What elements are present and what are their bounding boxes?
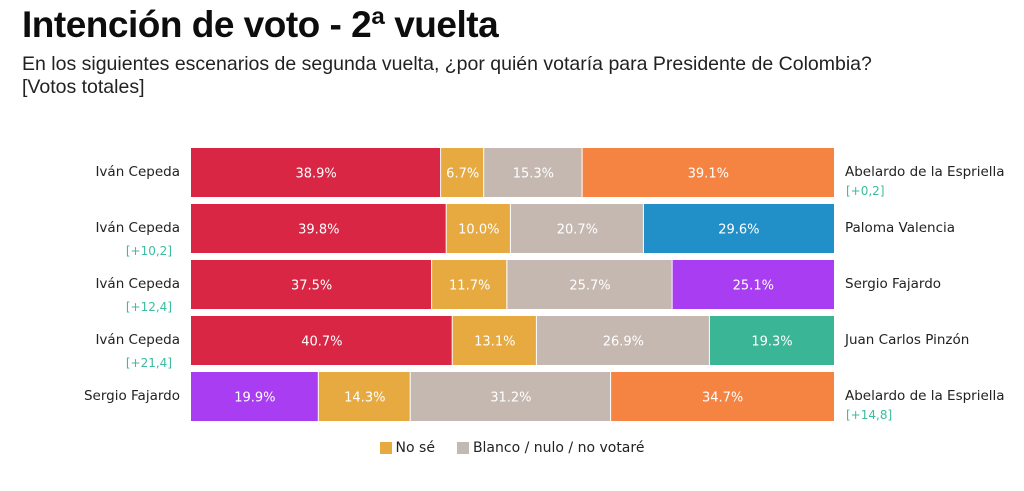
data-label-right-candidate: 19.3% <box>751 335 792 350</box>
left-candidate-name: Iván Cepeda <box>95 332 180 348</box>
data-label-left-candidate: 19.9% <box>234 391 275 406</box>
bar-segment-right-candidate <box>582 148 834 197</box>
bar-segment-right-candidate <box>672 260 834 309</box>
right-candidate-name: Juan Carlos Pinzón <box>844 332 969 348</box>
left-candidate-lead: [+10,2] <box>126 244 172 258</box>
data-label-blanco: 31.2% <box>490 391 531 406</box>
data-label-no-se: 6.7% <box>446 167 479 182</box>
right-candidate-name: Abelardo de la Espriella <box>845 164 1005 180</box>
data-label-blanco: 15.3% <box>513 167 554 182</box>
data-label-right-candidate: 25.1% <box>733 279 774 294</box>
subtitle-question: En los siguientes escenarios de segunda … <box>22 53 872 75</box>
bar-segment-left-candidate <box>191 204 446 253</box>
left-candidate-name: Iván Cepeda <box>95 276 180 292</box>
legend-swatch-no-se <box>379 442 392 454</box>
right-candidate-name: Abelardo de la Espriella <box>845 388 1005 404</box>
data-label-blanco: 25.7% <box>569 279 610 294</box>
bar-segment-left-candidate <box>191 316 452 365</box>
bar-segment-blanco <box>510 204 643 253</box>
legend-label-blanco: Blanco / nulo / no votaré <box>472 440 645 456</box>
bar-segment-right-candidate <box>643 204 834 253</box>
data-label-right-candidate: 34.7% <box>702 391 743 406</box>
bar-segment-no-se <box>452 316 536 365</box>
bar-segment-right-candidate <box>611 372 834 421</box>
bar-segment-no-se <box>441 148 484 197</box>
bar-segment-blanco <box>507 260 672 309</box>
data-label-right-candidate: 39.1% <box>688 167 729 182</box>
subtitle-note: [Votos totales] <box>22 76 145 98</box>
bar-segment-no-se <box>432 260 507 309</box>
data-label-no-se: 14.3% <box>344 391 385 406</box>
data-label-no-se: 11.7% <box>449 279 490 294</box>
bar-segment-blanco <box>536 316 709 365</box>
legend-item-no-se: No sé <box>379 440 435 456</box>
data-label-left-candidate: 37.5% <box>291 279 332 294</box>
data-label-left-candidate: 40.7% <box>301 335 342 350</box>
legend-label-no-se: No sé <box>395 440 435 456</box>
bar-segment-blanco <box>484 148 582 197</box>
bar-segment-no-se <box>318 372 410 421</box>
data-label-blanco: 26.9% <box>603 335 644 350</box>
bar-segment-left-candidate <box>191 148 441 197</box>
right-candidate-name: Paloma Valencia <box>845 220 955 236</box>
data-label-left-candidate: 38.9% <box>295 167 336 182</box>
data-label-no-se: 10.0% <box>458 223 499 238</box>
left-candidate-lead: [+21,4] <box>126 356 172 370</box>
bar-segment-right-candidate <box>709 316 834 365</box>
right-candidate-name: Sergio Fajardo <box>845 276 941 292</box>
right-candidate-lead: [+0,2] <box>846 184 885 198</box>
data-label-no-se: 13.1% <box>474 335 515 350</box>
left-candidate-name: Iván Cepeda <box>95 164 180 180</box>
legend-item-blanco: Blanco / nulo / no votaré <box>456 440 645 456</box>
data-label-right-candidate: 29.6% <box>718 223 759 238</box>
bar-segment-no-se <box>446 204 510 253</box>
left-candidate-name: Iván Cepeda <box>95 220 180 236</box>
data-label-blanco: 20.7% <box>557 223 598 238</box>
bar-segment-left-candidate <box>191 372 318 421</box>
chart-subtitle: En los siguientes escenarios de segunda … <box>22 53 1012 99</box>
chart-legend: No sé Blanco / nulo / no votaré <box>0 440 1024 456</box>
right-candidate-lead: [+14,8] <box>846 408 892 422</box>
left-candidate-lead: [+12,4] <box>126 300 172 314</box>
legend-swatch-blanco <box>456 442 469 454</box>
bar-segment-left-candidate <box>191 260 432 309</box>
left-candidate-name: Sergio Fajardo <box>84 388 180 404</box>
bar-segment-blanco <box>410 372 611 421</box>
chart-title: Intención de voto - 2ª vuelta <box>22 4 499 45</box>
data-label-left-candidate: 39.8% <box>298 223 339 238</box>
